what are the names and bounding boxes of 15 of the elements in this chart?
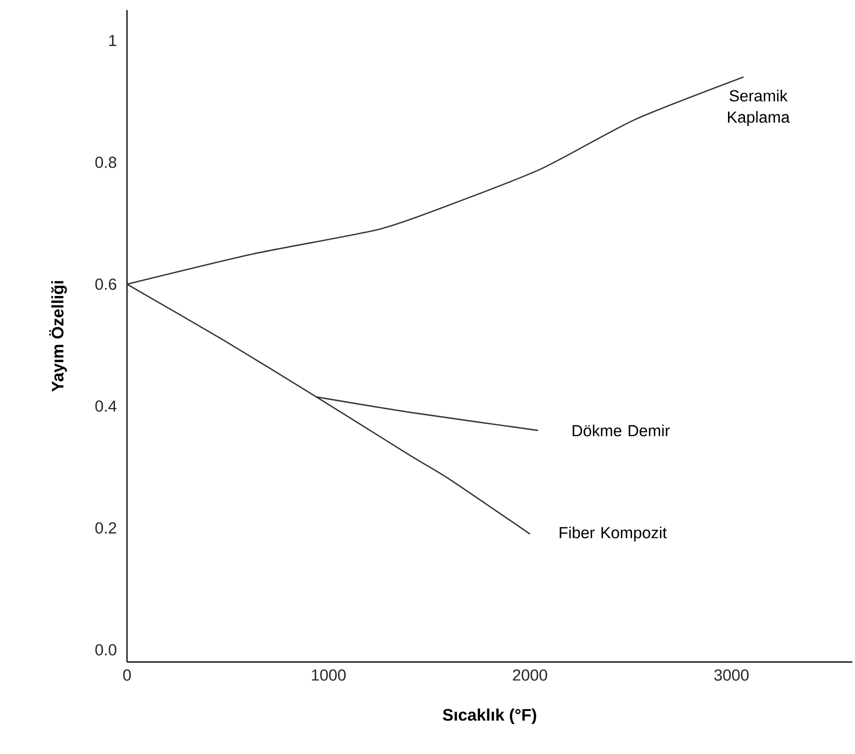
y-tick-label: 0.8 xyxy=(95,156,116,168)
y-tick-label: 1 xyxy=(109,34,116,46)
y-tick-label: 0.2 xyxy=(95,522,116,534)
y-tick-label: 0.4 xyxy=(95,400,116,412)
series-label: Seramik Kaplama xyxy=(728,90,790,126)
x-tick-label: 2000 xyxy=(512,669,548,681)
x-tick-label: 1000 xyxy=(312,669,346,681)
y-tick-label: 0.6 xyxy=(95,278,116,290)
y-tick-label: 0.0 xyxy=(95,644,116,656)
x-axis-title: Sıcaklık (°F) xyxy=(442,708,536,724)
x-tick-label: 3000 xyxy=(714,669,749,681)
x-tick-label: 0 xyxy=(123,669,131,681)
text: Dökme Demir xyxy=(572,424,670,436)
y-axis-title: Yayım Özelliği xyxy=(49,281,67,392)
series-label: Fiber Kompozit xyxy=(560,526,667,542)
